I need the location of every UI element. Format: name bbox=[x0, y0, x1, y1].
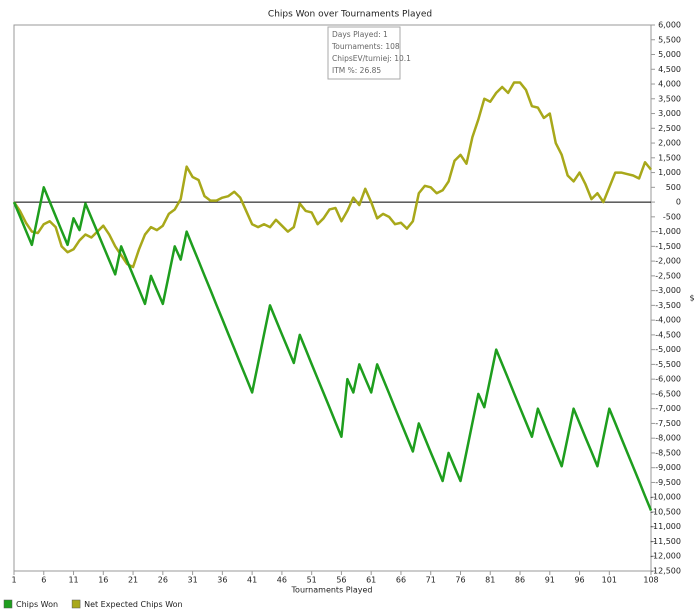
y-tick-label: -9,000 bbox=[655, 463, 681, 472]
legend-swatch bbox=[3, 599, 13, 609]
y-tick-label: 0 bbox=[676, 198, 681, 207]
y-tick-label: -8,500 bbox=[655, 448, 681, 457]
y-tick-label: 2,000 bbox=[658, 139, 681, 148]
x-tick-label: 66 bbox=[396, 576, 406, 585]
series-line bbox=[12, 186, 653, 511]
x-tick-label: 101 bbox=[602, 576, 617, 585]
y-tick-label: -5,000 bbox=[655, 345, 681, 354]
y-tick-label: -4,000 bbox=[655, 316, 681, 325]
x-tick-label: 71 bbox=[426, 576, 436, 585]
tooltip-line: Days Played: 1 bbox=[332, 30, 388, 39]
x-tick-label: 31 bbox=[188, 576, 198, 585]
y-tick-label: 6,000 bbox=[658, 21, 681, 30]
x-tick-label: 21 bbox=[128, 576, 138, 585]
y-tick-label: -1,000 bbox=[655, 227, 681, 236]
x-tick-label: 1 bbox=[11, 576, 16, 585]
x-tick-label: 26 bbox=[158, 576, 168, 585]
y-tick-label: -1,500 bbox=[655, 242, 681, 251]
legend-label: Chips Won bbox=[16, 600, 58, 609]
y-tick-label: 1,500 bbox=[658, 153, 681, 162]
y-tick-label: 3,000 bbox=[658, 109, 681, 118]
y-tick-label: -12,000 bbox=[650, 552, 681, 561]
y-tick-label: -500 bbox=[663, 212, 681, 221]
y-tick-label: -12,500 bbox=[650, 567, 681, 576]
y-tick-label: -9,500 bbox=[655, 478, 681, 487]
tooltip-box bbox=[327, 26, 401, 80]
y-tick-label: -4,500 bbox=[655, 330, 681, 339]
y-tick-label: 3,500 bbox=[658, 94, 681, 103]
x-tick-label: 81 bbox=[485, 576, 495, 585]
x-tick-label: 36 bbox=[217, 576, 227, 585]
y-tick-label: -5,500 bbox=[655, 360, 681, 369]
y-tick-label: -10,000 bbox=[650, 493, 681, 502]
y-tick-label: 5,500 bbox=[658, 35, 681, 44]
chart-title: Chips Won over Tournaments Played bbox=[268, 10, 432, 20]
y-tick-label: -10,500 bbox=[650, 507, 681, 516]
y-tick-label: -7,000 bbox=[655, 404, 681, 413]
x-tick-label: 76 bbox=[455, 576, 465, 585]
y-tick-label: -2,500 bbox=[655, 271, 681, 280]
x-tick-label: 6 bbox=[41, 576, 46, 585]
x-tick-label: 86 bbox=[515, 576, 525, 585]
y-tick-label: -6,500 bbox=[655, 389, 681, 398]
x-tick-label: 56 bbox=[336, 576, 346, 585]
legend: Chips Won Net Expected Chips Won bbox=[3, 599, 183, 609]
tooltip-line: Tournaments: 108 bbox=[331, 42, 400, 51]
y-tick-label: 4,000 bbox=[658, 80, 681, 89]
y-tick-label: -8,000 bbox=[655, 434, 681, 443]
x-tick-label: 51 bbox=[307, 576, 317, 585]
tooltip-line: ITM %: 26.85 bbox=[332, 66, 381, 75]
x-tick-label: 46 bbox=[277, 576, 287, 585]
y-tick-label: 5,000 bbox=[658, 50, 681, 59]
x-tick-label: 11 bbox=[68, 576, 78, 585]
tooltip-line: ChipsEV/turniej: 10.1 bbox=[332, 54, 411, 63]
x-tick-label: 16 bbox=[98, 576, 108, 585]
y-axis-label: $ bbox=[689, 294, 694, 303]
x-tick-label: 108 bbox=[643, 576, 658, 585]
x-tick-label: 41 bbox=[247, 576, 257, 585]
y-tick-label: -11,000 bbox=[650, 522, 681, 531]
plot-frame bbox=[13, 24, 652, 572]
y-tick-label: -6,000 bbox=[655, 375, 681, 384]
series-line bbox=[12, 81, 652, 269]
y-tick-label: 4,500 bbox=[658, 65, 681, 74]
y-tick-label: -11,500 bbox=[650, 537, 681, 546]
legend-label: Net Expected Chips Won bbox=[84, 600, 183, 609]
tooltip: Days Played: 1 Tournaments: 108 ChipsEV/tu… bbox=[327, 26, 411, 80]
legend-swatch bbox=[71, 599, 81, 609]
y-tick-label: -2,000 bbox=[655, 257, 681, 266]
x-tick-label: 91 bbox=[545, 576, 555, 585]
y-tick-label: 1,000 bbox=[658, 168, 681, 177]
y-tick-label: -7,500 bbox=[655, 419, 681, 428]
y-tick-label: -3,000 bbox=[655, 286, 681, 295]
y-tick-label: 500 bbox=[666, 183, 681, 192]
x-tick-label: 61 bbox=[366, 576, 376, 585]
y-tick-label: 2,500 bbox=[658, 124, 681, 133]
x-tick-label: 96 bbox=[574, 576, 584, 585]
x-axis-label: Tournaments Played bbox=[291, 586, 373, 595]
y-tick-label: -3,500 bbox=[655, 301, 681, 310]
